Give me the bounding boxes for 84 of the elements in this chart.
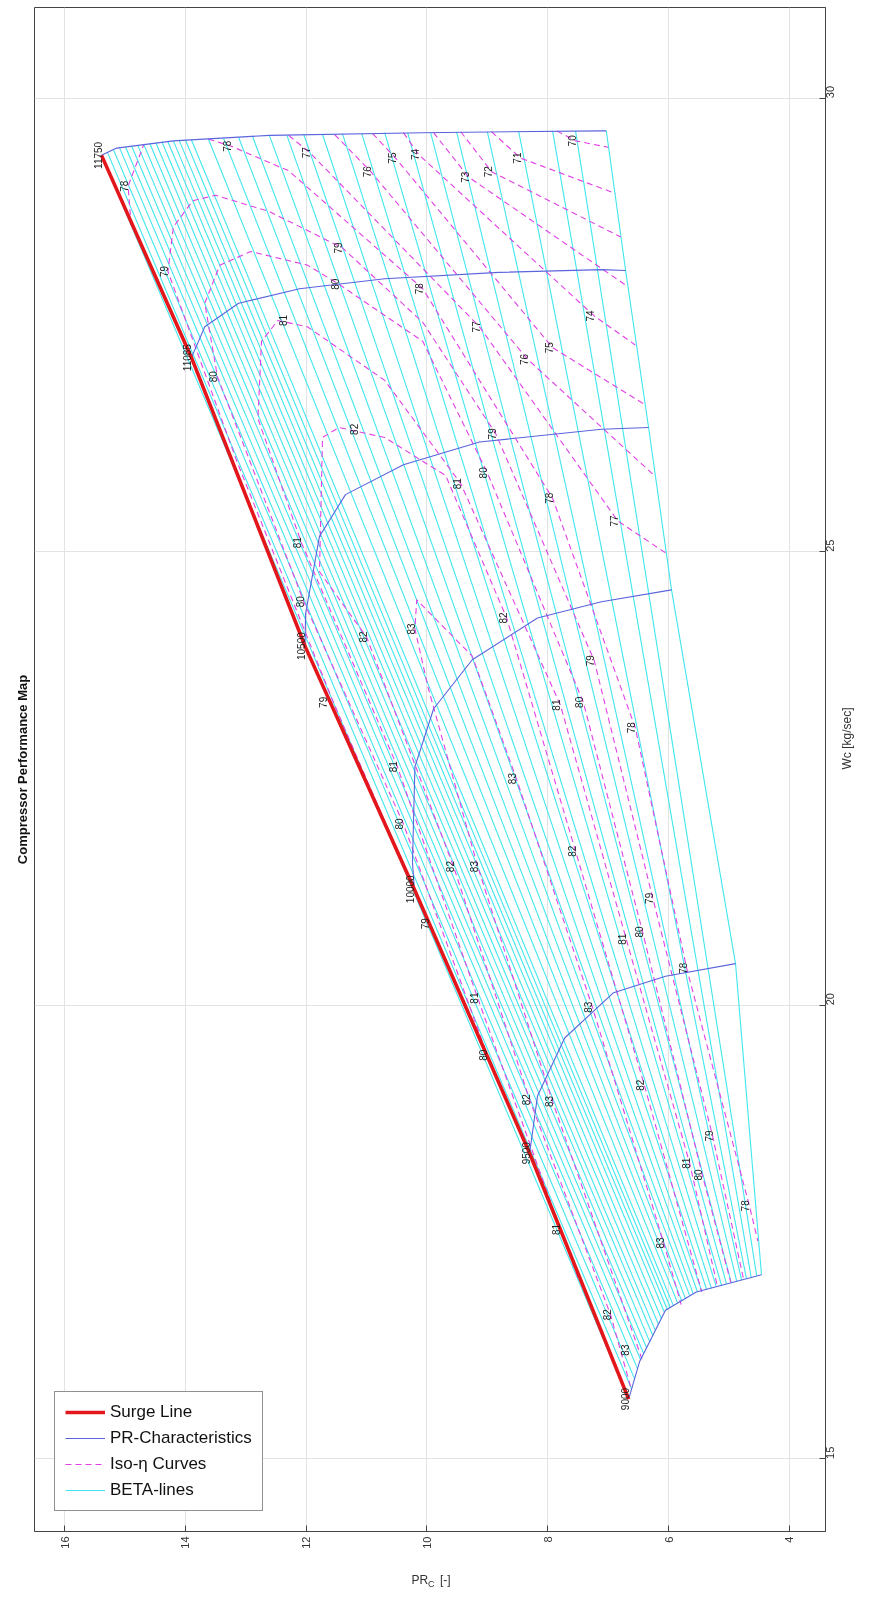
annotation: 81: [551, 699, 563, 711]
y-tick-label: 30: [824, 85, 837, 99]
annotation: 83: [620, 1344, 632, 1356]
annotation: 81: [551, 1223, 563, 1235]
annotation: 75: [543, 341, 555, 354]
annotation: 80: [633, 925, 645, 938]
annotation: 78: [543, 492, 555, 504]
annotation: 82: [348, 423, 360, 435]
annotation: 83: [507, 772, 519, 785]
annotation: 81: [680, 1157, 692, 1169]
annotation: 78: [413, 282, 425, 295]
annotation: 81: [292, 536, 304, 549]
annotation: 80: [394, 817, 406, 830]
annotation: 77: [300, 146, 312, 159]
annotation: 74: [585, 309, 597, 322]
text: Compressor Performance Map: [14, 674, 30, 865]
x-tick-label: 8: [541, 1536, 554, 1543]
x-tick-label: 10: [420, 1536, 433, 1549]
annotation: 79: [585, 654, 597, 667]
annotation: 81: [451, 477, 463, 490]
annotation: 10000: [405, 874, 417, 904]
x-tick-label: 12: [300, 1536, 313, 1549]
annotation: 78: [677, 962, 689, 974]
annotation: 78: [222, 140, 234, 152]
annotation: 81: [468, 992, 480, 1004]
annotation: 76: [361, 165, 373, 178]
x-tick-label: 6: [662, 1536, 675, 1543]
annotation: 82: [497, 612, 509, 624]
annotation: 82: [635, 1079, 647, 1091]
annotation: 74: [409, 148, 421, 161]
annotation: 80: [693, 1168, 705, 1181]
annotation: 82: [566, 845, 578, 857]
annotation: 82: [444, 860, 456, 873]
annotation: 83: [468, 860, 480, 873]
annotation: 82: [357, 631, 369, 643]
annotation: 78: [740, 1199, 752, 1212]
annotation: 79: [419, 917, 431, 930]
y-axis-title: Wc [kg/sec]: [839, 707, 854, 770]
annotation: 82: [520, 1093, 532, 1106]
annotation: 80: [478, 1049, 490, 1061]
annotation: 79: [703, 1129, 715, 1142]
annotation: 77: [470, 320, 482, 333]
annotation: 78: [119, 180, 131, 192]
annotation: 73: [459, 171, 471, 183]
annotation: 83: [654, 1237, 666, 1249]
annotation: 78: [626, 721, 638, 734]
annotation: 79: [333, 241, 345, 254]
annotation: 83: [583, 1001, 595, 1013]
y-tick-label: 20: [824, 993, 837, 1006]
annotation: 80: [208, 370, 220, 383]
annotation: 81: [277, 314, 289, 327]
annotation: 10500: [296, 631, 308, 661]
annotation: 80: [574, 696, 586, 708]
annotation: 82: [601, 1308, 613, 1321]
annotation: 77: [608, 514, 620, 527]
annotation: 11750: [92, 141, 104, 169]
annotation: 71: [511, 152, 523, 164]
annotation: 79: [158, 265, 170, 278]
annotation: 79: [317, 696, 329, 708]
annotation: 80: [329, 278, 341, 290]
y-tick-label: 25: [824, 539, 837, 552]
annotation: 9500: [520, 1141, 532, 1165]
annotation: 75: [386, 152, 398, 164]
annotation: 72: [482, 165, 494, 178]
annotation: 81: [617, 933, 629, 945]
legend-label: Iso-η Curves: [110, 1454, 207, 1474]
annotation: 81: [388, 760, 400, 773]
legend-label: Surge Line: [110, 1402, 193, 1422]
annotation: 11085: [182, 343, 194, 372]
y-tick-label: 15: [824, 1446, 837, 1459]
annotation: 79: [486, 427, 498, 440]
annotation: 79: [643, 892, 655, 904]
legend-label: BETA-lines: [110, 1480, 194, 1500]
annotation: 80: [478, 466, 490, 479]
annotation: 9000: [619, 1387, 631, 1411]
annotation: 80: [294, 595, 306, 608]
annotation: 83: [405, 622, 417, 635]
x-tick-label: 16: [58, 1536, 71, 1549]
legend-label: PR-Characteristics: [110, 1428, 252, 1448]
annotation: 83: [543, 1095, 555, 1108]
annotation: 70: [566, 134, 578, 147]
annotation: 76: [518, 353, 530, 366]
x-tick-label: 4: [783, 1536, 796, 1543]
x-tick-label: 14: [179, 1536, 192, 1549]
